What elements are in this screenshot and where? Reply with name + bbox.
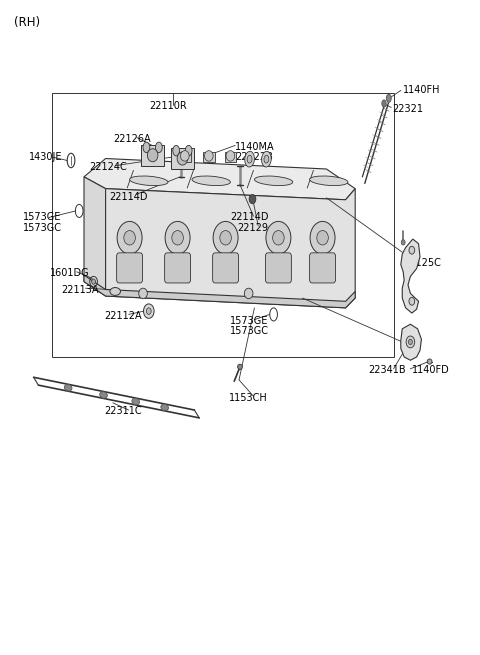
Polygon shape bbox=[225, 152, 236, 162]
Polygon shape bbox=[203, 152, 215, 162]
Text: 1573GC: 1573GC bbox=[230, 326, 269, 337]
Ellipse shape bbox=[310, 221, 335, 254]
Ellipse shape bbox=[132, 398, 140, 405]
Text: 1573GE: 1573GE bbox=[230, 316, 269, 326]
Text: 1140MA: 1140MA bbox=[235, 141, 275, 152]
Text: 1573GC: 1573GC bbox=[23, 223, 62, 233]
Ellipse shape bbox=[273, 231, 284, 245]
Polygon shape bbox=[84, 159, 355, 200]
Ellipse shape bbox=[156, 142, 162, 153]
Ellipse shape bbox=[173, 145, 180, 156]
Text: 22311C: 22311C bbox=[105, 406, 142, 417]
Ellipse shape bbox=[139, 288, 147, 299]
Ellipse shape bbox=[427, 359, 432, 364]
Ellipse shape bbox=[409, 246, 415, 254]
Polygon shape bbox=[179, 152, 191, 162]
Ellipse shape bbox=[180, 151, 189, 161]
Polygon shape bbox=[106, 189, 355, 308]
Ellipse shape bbox=[64, 384, 72, 391]
Ellipse shape bbox=[244, 288, 253, 299]
Text: 1140FH: 1140FH bbox=[403, 85, 441, 96]
Ellipse shape bbox=[266, 221, 291, 254]
Ellipse shape bbox=[220, 231, 231, 245]
Ellipse shape bbox=[172, 231, 183, 245]
Ellipse shape bbox=[92, 279, 96, 284]
Text: 22110R: 22110R bbox=[149, 101, 187, 111]
Ellipse shape bbox=[100, 392, 108, 398]
Ellipse shape bbox=[204, 151, 213, 161]
Text: 22129: 22129 bbox=[238, 223, 269, 233]
Ellipse shape bbox=[238, 364, 242, 369]
Ellipse shape bbox=[254, 176, 293, 185]
Ellipse shape bbox=[406, 336, 415, 348]
Text: 22122B: 22122B bbox=[235, 152, 273, 162]
Ellipse shape bbox=[213, 221, 238, 254]
FancyBboxPatch shape bbox=[165, 253, 191, 283]
Ellipse shape bbox=[147, 149, 158, 162]
Ellipse shape bbox=[262, 151, 271, 167]
Text: 22124C: 22124C bbox=[89, 162, 127, 172]
Polygon shape bbox=[401, 239, 420, 313]
Polygon shape bbox=[84, 275, 355, 308]
FancyBboxPatch shape bbox=[171, 148, 194, 169]
Text: 1140FD: 1140FD bbox=[412, 365, 450, 375]
Ellipse shape bbox=[382, 100, 386, 107]
Ellipse shape bbox=[247, 155, 252, 163]
Ellipse shape bbox=[117, 221, 142, 254]
FancyBboxPatch shape bbox=[265, 253, 291, 283]
Text: 1573GE: 1573GE bbox=[23, 212, 61, 223]
FancyBboxPatch shape bbox=[141, 145, 164, 166]
Ellipse shape bbox=[143, 142, 150, 153]
Ellipse shape bbox=[401, 240, 405, 245]
Ellipse shape bbox=[165, 221, 190, 254]
Ellipse shape bbox=[110, 288, 120, 295]
Text: 1601DG: 1601DG bbox=[50, 268, 90, 278]
Text: 1153CH: 1153CH bbox=[229, 393, 268, 403]
Text: 22113A: 22113A bbox=[61, 284, 99, 295]
Text: (RH): (RH) bbox=[14, 16, 40, 29]
Ellipse shape bbox=[124, 231, 135, 245]
Ellipse shape bbox=[177, 152, 188, 165]
Polygon shape bbox=[84, 177, 106, 296]
Ellipse shape bbox=[161, 404, 168, 411]
Text: 22126A: 22126A bbox=[113, 134, 150, 144]
Ellipse shape bbox=[317, 231, 328, 245]
Ellipse shape bbox=[226, 151, 235, 161]
Ellipse shape bbox=[245, 151, 254, 167]
Text: 22341B: 22341B bbox=[369, 365, 406, 375]
Ellipse shape bbox=[185, 145, 192, 156]
Ellipse shape bbox=[409, 297, 415, 305]
FancyBboxPatch shape bbox=[310, 253, 336, 283]
Ellipse shape bbox=[408, 339, 412, 345]
Text: 22114D: 22114D bbox=[109, 191, 148, 202]
Ellipse shape bbox=[249, 195, 256, 204]
Ellipse shape bbox=[310, 176, 348, 185]
Ellipse shape bbox=[144, 304, 154, 318]
Text: 22125C: 22125C bbox=[403, 258, 441, 269]
Ellipse shape bbox=[192, 176, 230, 185]
FancyBboxPatch shape bbox=[117, 253, 143, 283]
Text: 22112A: 22112A bbox=[105, 310, 142, 321]
Text: 1430JE: 1430JE bbox=[29, 152, 62, 162]
Ellipse shape bbox=[130, 176, 168, 185]
Text: 22321: 22321 bbox=[393, 103, 424, 114]
Ellipse shape bbox=[386, 94, 391, 102]
FancyBboxPatch shape bbox=[213, 253, 239, 283]
Polygon shape bbox=[401, 324, 421, 360]
Ellipse shape bbox=[146, 308, 151, 314]
Ellipse shape bbox=[264, 155, 269, 163]
Text: 22114D: 22114D bbox=[230, 212, 269, 223]
